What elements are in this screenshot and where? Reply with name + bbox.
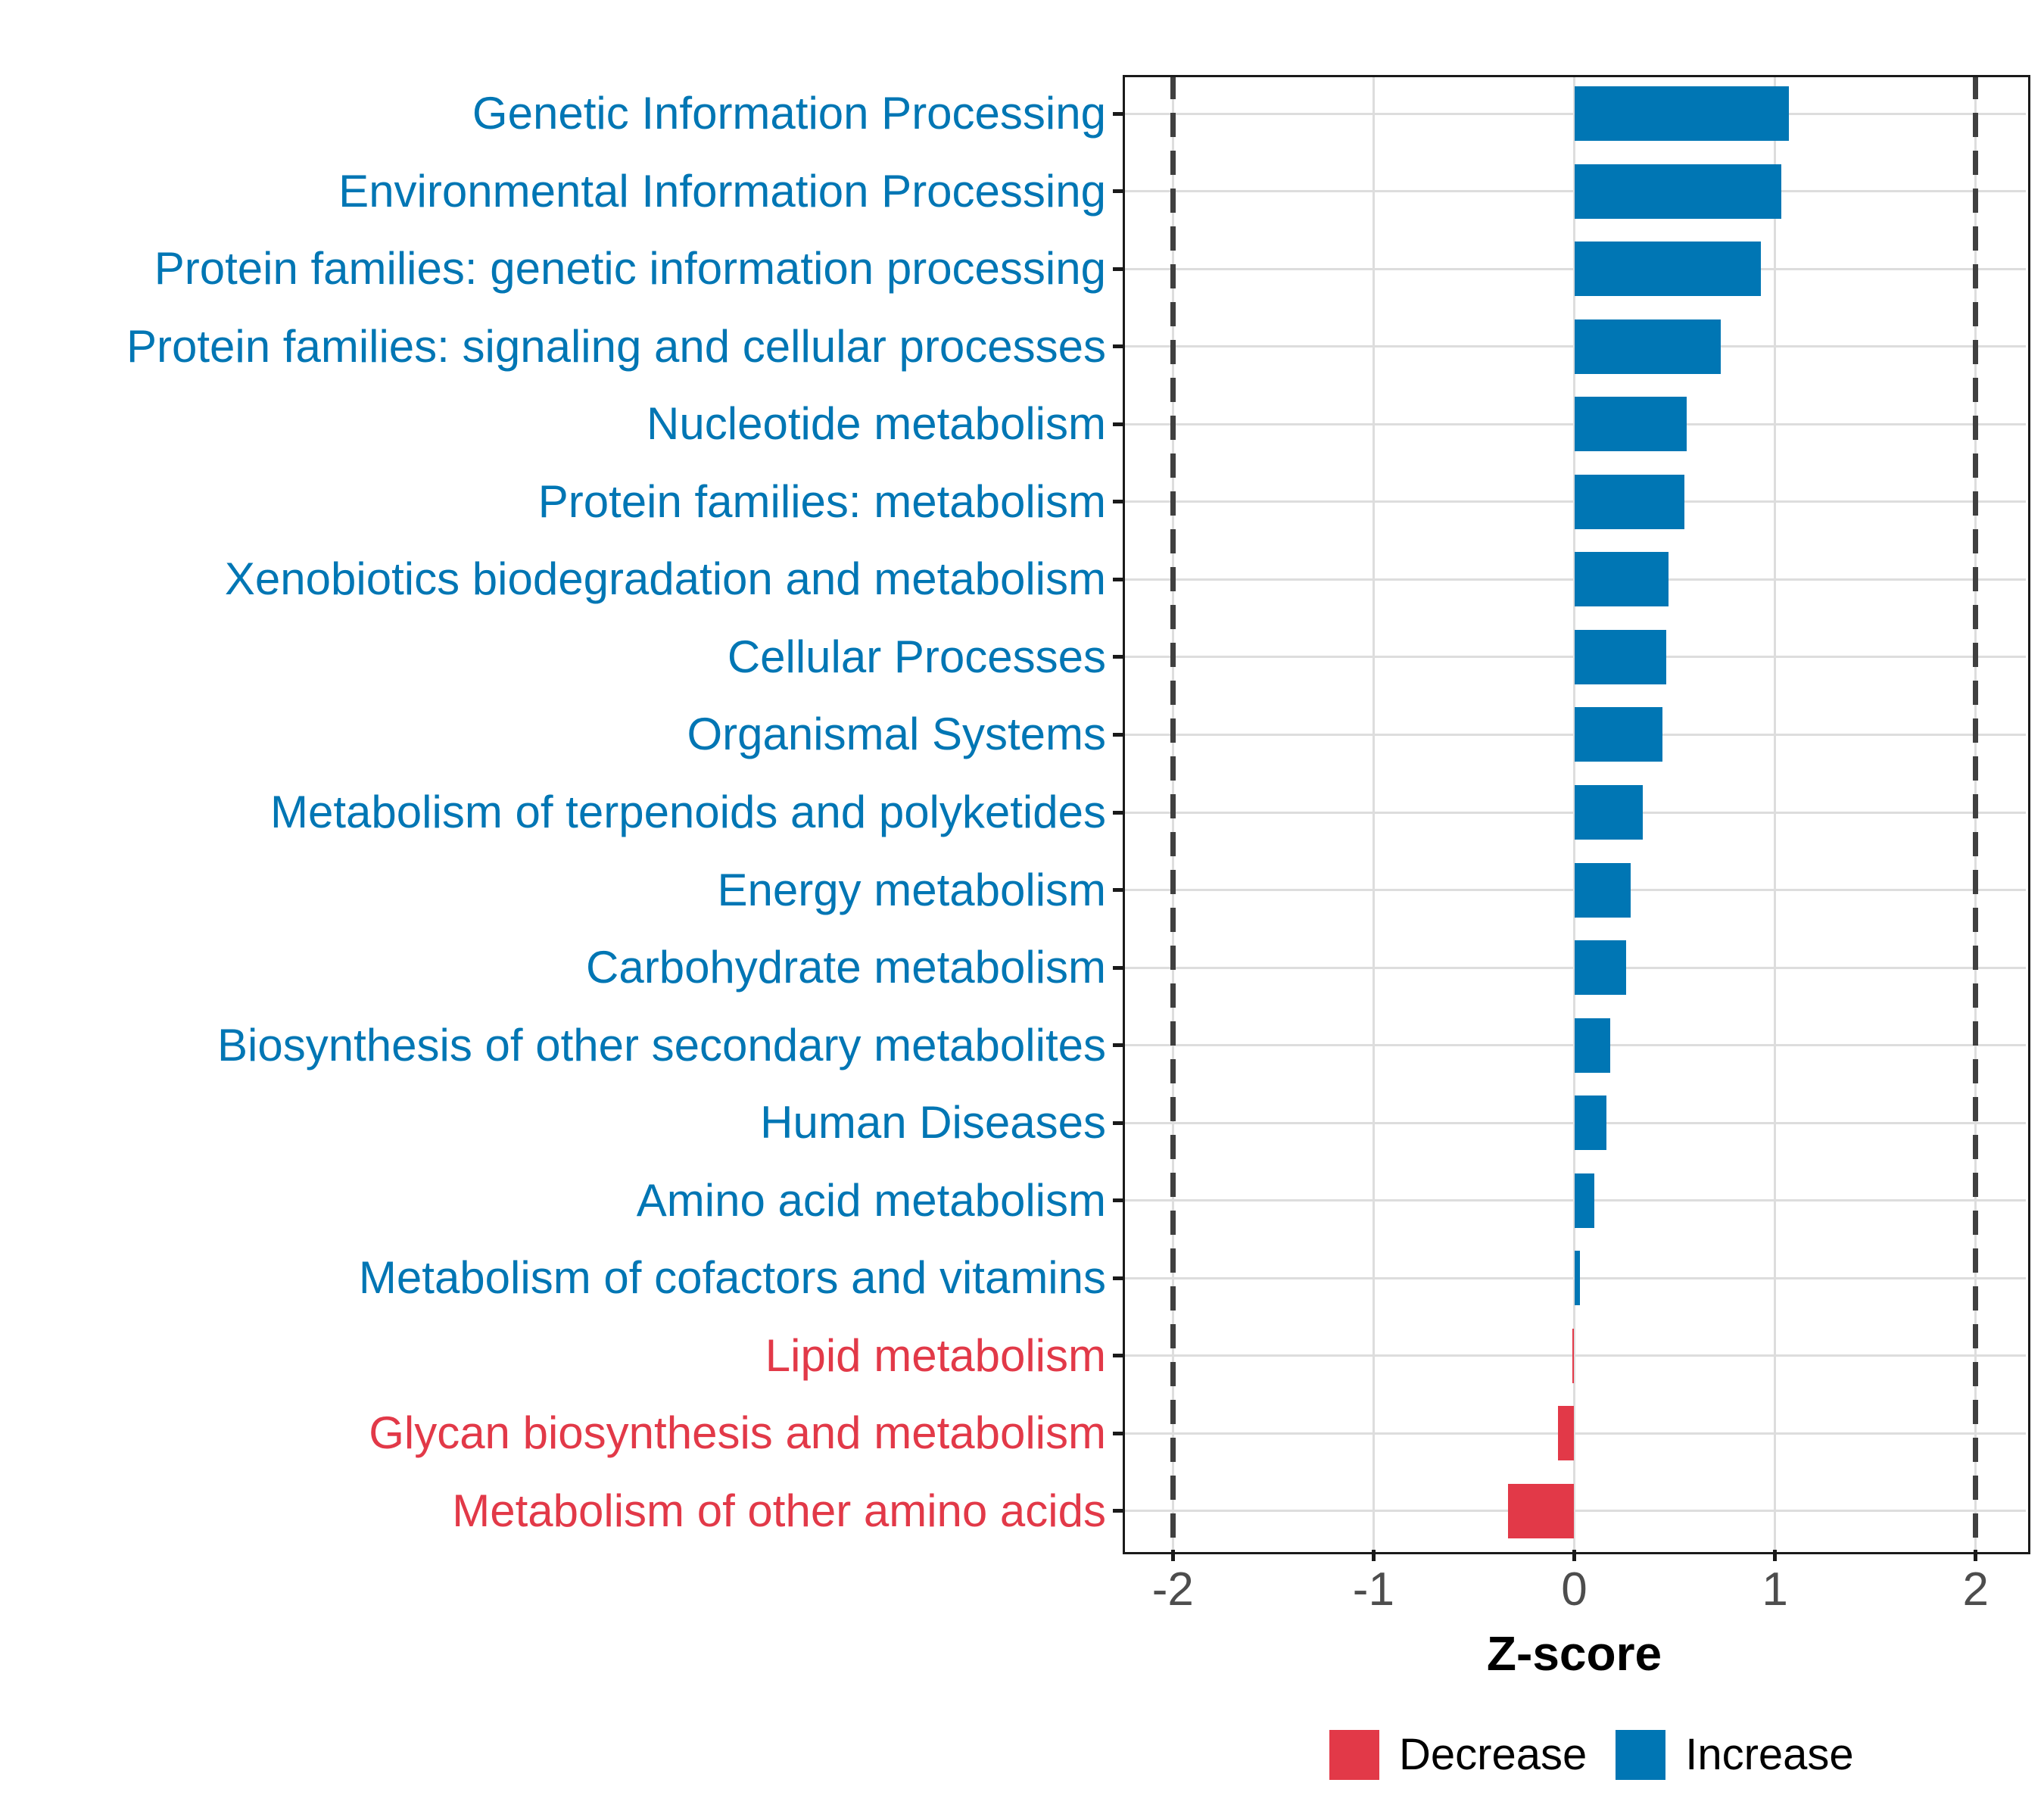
bar	[1574, 242, 1762, 297]
reference-line	[1170, 75, 1176, 1550]
category-label: Genetic Information Processing	[472, 88, 1106, 139]
category-label: Cellular Processes	[727, 631, 1106, 682]
x-axis-tick	[1974, 1550, 1978, 1561]
legend-swatch-increase	[1616, 1730, 1666, 1780]
bar	[1574, 164, 1781, 219]
bar	[1574, 862, 1631, 918]
bar	[1574, 629, 1667, 684]
category-label: Glycan biosynthesis and metabolism	[369, 1407, 1106, 1459]
legend-label: Decrease	[1399, 1730, 1588, 1779]
bar	[1574, 552, 1669, 607]
category-label: Xenobiotics biodegradation and metabolis…	[224, 553, 1106, 605]
category-label: Protein families: signaling and cellular…	[126, 320, 1106, 372]
category-label: Protein families: genetic information pr…	[154, 243, 1106, 295]
x-tick-label: 1	[1762, 1563, 1788, 1616]
bar	[1574, 1251, 1581, 1306]
x-axis-tick	[1170, 1550, 1175, 1561]
bar	[1574, 1095, 1606, 1151]
bar	[1574, 785, 1643, 840]
bar	[1574, 474, 1685, 529]
category-label: Metabolism of cofactors and vitamins	[358, 1252, 1106, 1304]
y-axis-tick	[1113, 1120, 1123, 1125]
bar	[1572, 1328, 1575, 1383]
bar	[1574, 86, 1790, 142]
x-axis-tick	[1572, 1550, 1576, 1561]
y-axis-tick	[1113, 1276, 1123, 1280]
reference-line	[1973, 75, 1979, 1550]
y-axis-tick	[1113, 1354, 1123, 1358]
x-axis-tick	[1773, 1550, 1778, 1561]
bar	[1574, 397, 1687, 452]
category-label: Amino acid metabolism	[636, 1174, 1106, 1226]
y-axis-tick	[1113, 189, 1123, 194]
y-axis-tick	[1113, 266, 1123, 271]
legend-swatch-decrease	[1329, 1730, 1379, 1780]
bar	[1558, 1406, 1575, 1461]
y-axis-tick	[1113, 1509, 1123, 1513]
bar	[1508, 1483, 1575, 1538]
bar	[1574, 707, 1663, 762]
category-label: Energy metabolism	[717, 864, 1106, 915]
x-gridline	[1774, 75, 1777, 1550]
y-axis-tick	[1113, 655, 1123, 659]
y-axis-tick	[1113, 1043, 1123, 1048]
category-label: Human Diseases	[760, 1097, 1106, 1148]
y-axis-tick	[1113, 888, 1123, 893]
bar	[1574, 940, 1627, 996]
y-axis-tick	[1113, 111, 1123, 116]
x-gridline	[1372, 75, 1375, 1550]
category-label: Biosynthesis of other secondary metaboli…	[217, 1019, 1106, 1071]
x-tick-label: 2	[1962, 1563, 1989, 1616]
legend-label: Increase	[1685, 1730, 1854, 1779]
category-label: Protein families: metabolism	[537, 475, 1106, 527]
x-tick-label: -1	[1352, 1563, 1394, 1616]
y-axis-tick	[1113, 344, 1123, 349]
y-axis-tick	[1113, 965, 1123, 970]
x-tick-label: 0	[1561, 1563, 1588, 1616]
bar	[1574, 1018, 1611, 1073]
y-axis-tick	[1113, 810, 1123, 815]
y-axis-tick	[1113, 1198, 1123, 1203]
x-axis-title: Z-score	[1486, 1626, 1662, 1681]
category-label: Environmental Information Processing	[338, 165, 1106, 217]
x-axis-tick	[1371, 1550, 1376, 1561]
legend-item: Decrease	[1329, 1730, 1587, 1780]
category-label: Organismal Systems	[687, 709, 1106, 760]
category-label: Metabolism of terpenoids and polyketides	[270, 787, 1106, 837]
legend-item: Increase	[1616, 1730, 1854, 1780]
category-label: Lipid metabolism	[765, 1329, 1106, 1381]
bar	[1574, 1173, 1594, 1228]
category-label: Carbohydrate metabolism	[586, 942, 1106, 993]
bar	[1574, 319, 1722, 374]
y-axis-tick	[1113, 577, 1123, 581]
y-axis-tick	[1113, 1431, 1123, 1435]
y-axis-tick	[1113, 732, 1123, 737]
y-axis-tick	[1113, 500, 1123, 504]
category-label: Nucleotide metabolism	[647, 398, 1106, 450]
category-label: Metabolism of other amino acids	[452, 1485, 1106, 1536]
legend: Decrease Increase	[1329, 1730, 1883, 1780]
x-tick-label: -2	[1151, 1563, 1194, 1616]
y-axis-tick	[1113, 422, 1123, 426]
